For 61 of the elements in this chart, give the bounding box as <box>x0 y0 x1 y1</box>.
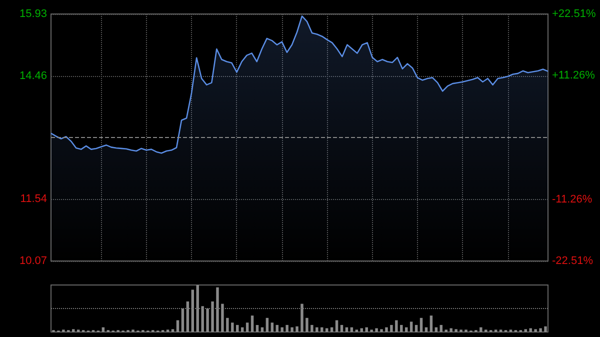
bar <box>420 318 423 332</box>
bar <box>539 328 542 332</box>
bar <box>430 316 433 332</box>
bar <box>454 329 458 332</box>
bar <box>221 304 224 332</box>
bar <box>385 327 388 332</box>
y2-tick-label: -11.26% <box>552 193 592 206</box>
bar <box>266 318 269 332</box>
bar <box>286 324 288 332</box>
bar <box>380 329 383 332</box>
bar <box>250 316 254 332</box>
y2-tick-label: -22.51% <box>552 255 594 267</box>
bar <box>211 301 214 332</box>
bar <box>186 301 190 332</box>
bar <box>176 320 180 332</box>
bar <box>450 328 452 332</box>
y-tick-label: 11.54 <box>20 193 47 206</box>
bar <box>306 318 308 332</box>
bar <box>365 327 368 332</box>
bar <box>72 329 75 332</box>
bar <box>201 306 204 332</box>
bar <box>325 328 328 332</box>
bar <box>310 324 314 332</box>
bar <box>290 327 294 332</box>
bar <box>544 326 547 332</box>
bar <box>280 327 284 332</box>
y2-tick-label: +11.26% <box>552 70 596 82</box>
bar <box>246 322 249 332</box>
bar <box>276 324 278 332</box>
bar <box>256 324 259 332</box>
bar <box>440 324 443 332</box>
bar <box>236 324 239 332</box>
y-tick-label: 10.07 <box>19 255 47 267</box>
bar <box>400 324 403 332</box>
bar <box>480 327 482 332</box>
bar <box>529 328 532 332</box>
y2-tick-label: +22.51% <box>552 8 596 20</box>
bar <box>414 324 418 332</box>
bar <box>534 329 537 332</box>
bar <box>206 308 209 332</box>
bar <box>270 322 274 332</box>
bar <box>335 320 338 332</box>
bar <box>410 322 413 332</box>
bar <box>196 285 199 332</box>
bar <box>316 327 318 332</box>
bar <box>181 308 184 332</box>
y-tick-label: 15.93 <box>19 8 47 20</box>
y-tick-label: 14.46 <box>19 70 47 82</box>
bar <box>375 328 378 332</box>
bar <box>390 324 393 332</box>
bar <box>524 329 527 332</box>
bar <box>395 320 398 332</box>
bar <box>296 326 298 332</box>
bar <box>171 329 174 332</box>
bar <box>340 324 344 332</box>
bar <box>231 322 234 332</box>
bar <box>300 304 304 332</box>
bar <box>216 287 219 332</box>
bar <box>191 290 194 332</box>
bar <box>360 328 363 332</box>
bar <box>226 318 229 332</box>
